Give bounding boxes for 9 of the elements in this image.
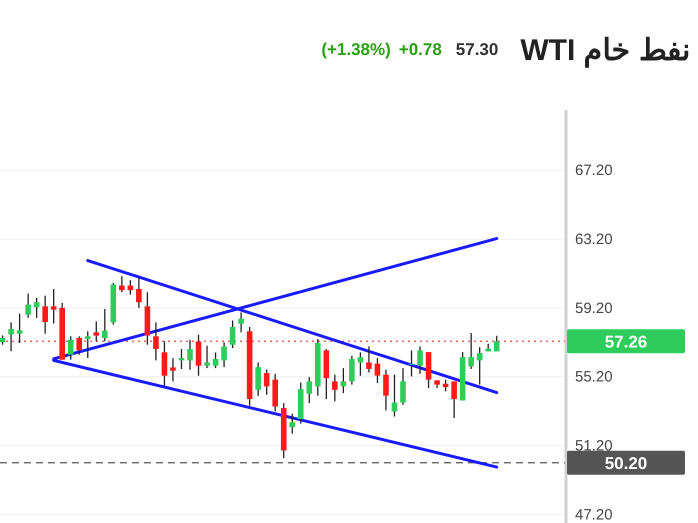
ref-line: 57.26 — [0, 329, 685, 354]
y-tick-label: 55.20 — [575, 368, 613, 386]
ref-line: 50.20 — [0, 450, 685, 475]
y-tick-label: 59.20 — [575, 300, 613, 317]
y-tick-label: 67.20 — [575, 162, 613, 180]
ref-line-label: 50.20 — [604, 454, 648, 473]
y-tick-label: 63.20 — [575, 231, 613, 248]
y-tick-label: 47.20 — [575, 506, 613, 523]
ref-line-label: 57.26 — [604, 332, 648, 352]
